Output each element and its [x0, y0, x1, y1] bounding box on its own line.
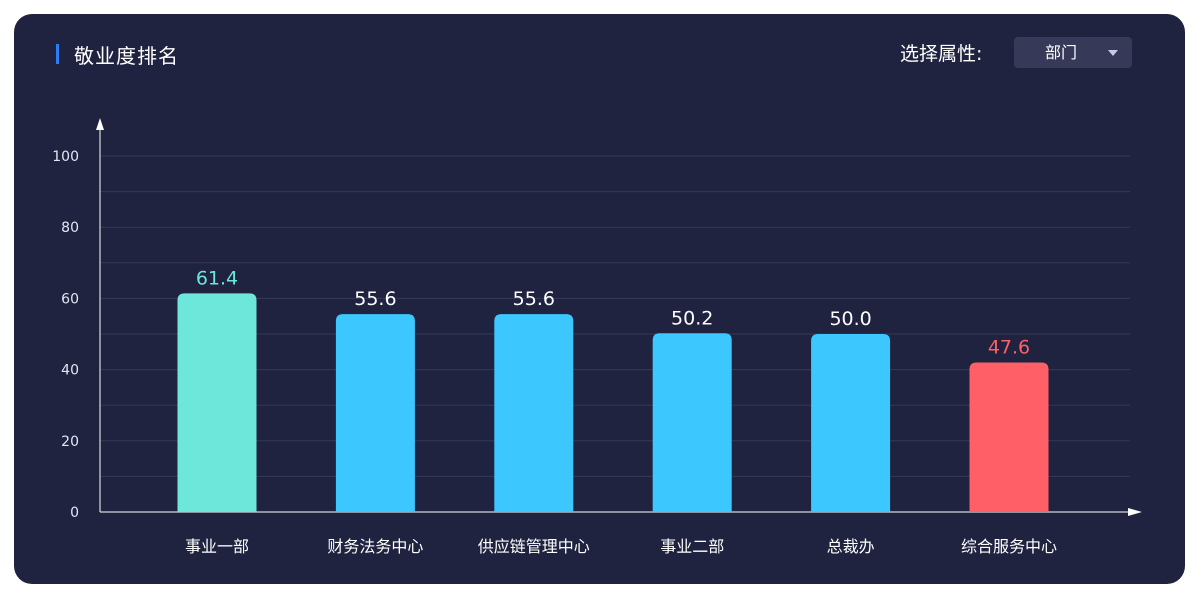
bar-value-label: 55.6 — [354, 288, 396, 310]
x-category-label: 财务法务中心 — [327, 537, 423, 556]
panel-header: 敬业度排名 — [56, 40, 179, 68]
chart-title: 敬业度排名 — [74, 43, 179, 68]
bar-3[interactable] — [494, 314, 574, 512]
y-tick-label: 80 — [61, 220, 79, 236]
x-axis-arrow-icon — [1128, 508, 1142, 516]
bar-4[interactable] — [652, 333, 732, 512]
y-tick-label: 20 — [61, 434, 79, 450]
bar-1[interactable] — [177, 293, 257, 512]
select-value: 部门 — [1045, 43, 1078, 62]
y-tick-label: 40 — [61, 363, 79, 379]
y-tick-label: 60 — [61, 291, 79, 307]
bar-6[interactable] — [969, 362, 1049, 512]
x-category-label: 总裁办 — [827, 537, 875, 556]
bar-2[interactable] — [335, 314, 415, 512]
y-tick-layer: 0 20 40 60 80 100 — [52, 149, 79, 521]
y-tick-label: 100 — [52, 149, 79, 165]
title-accent-bar — [56, 44, 59, 64]
bar-value-label: 55.6 — [513, 288, 555, 310]
department-attribute-select[interactable]: 部门 — [1014, 37, 1132, 68]
x-category-label: 事业二部 — [660, 537, 724, 556]
x-category-label: 供应链管理中心 — [478, 537, 590, 556]
y-axis-arrow-icon — [96, 118, 104, 130]
x-category-label: 综合服务中心 — [961, 537, 1057, 556]
bar-value-label: 61.4 — [196, 267, 238, 289]
grid-layer — [100, 155, 1130, 477]
bar-5[interactable] — [811, 334, 891, 512]
bar-value-label: 50.0 — [829, 308, 871, 330]
x-category-label: 事业一部 — [185, 537, 249, 556]
bar-value-label: 47.6 — [988, 336, 1030, 358]
filter-label: 选择属性: — [900, 43, 983, 65]
y-tick-label: 0 — [70, 505, 79, 521]
bar-value-label: 50.2 — [671, 307, 713, 329]
label-layer: 61.4 事业一部 55.6 财务法务中心 55.6 供应链管理中心 50.2 事业二部 50.… — [185, 267, 1057, 556]
axis-layer — [96, 118, 1142, 516]
bar-layer — [177, 293, 1049, 512]
caret-down-icon[interactable] — [1108, 50, 1118, 56]
